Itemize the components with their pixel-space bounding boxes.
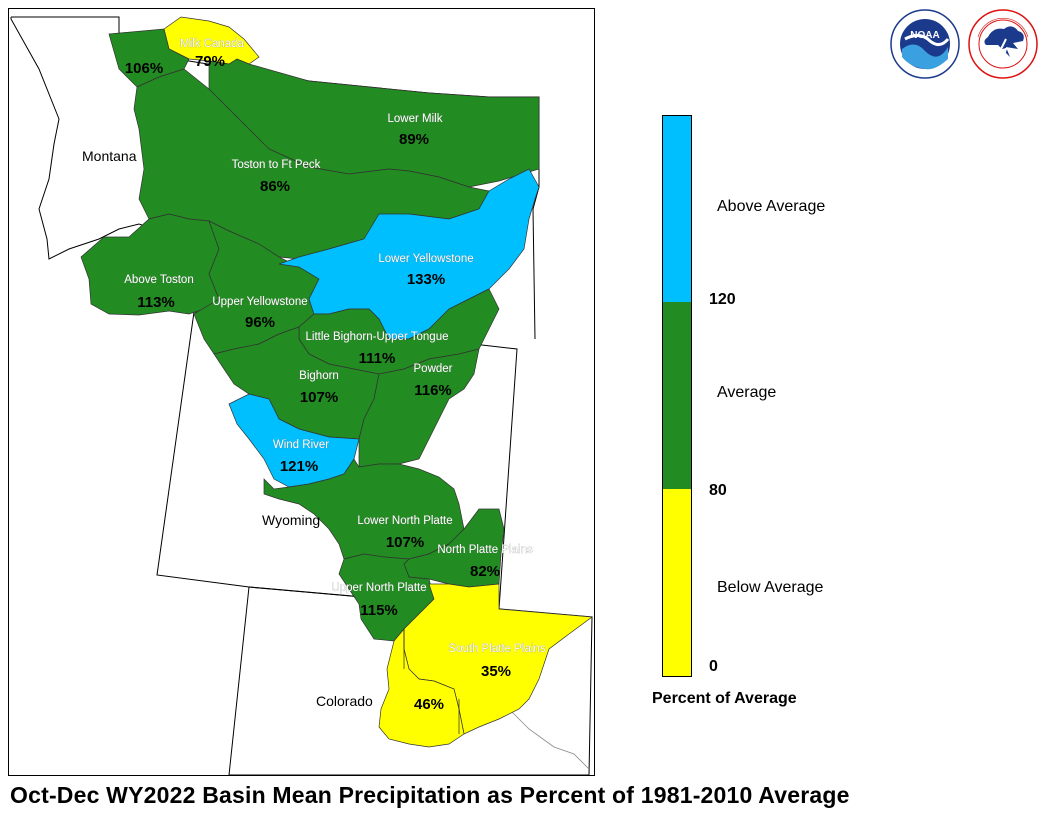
- basin-lower-north-platte[interactable]: [263, 458, 465, 560]
- legend-label-above: Above Average: [717, 198, 826, 215]
- basin-name-lower-yellowstone: Lower Yellowstone: [378, 253, 473, 265]
- svg-text:NOAA: NOAA: [910, 30, 939, 41]
- basin-dividers: [403, 629, 460, 734]
- basin-name-lower-north-platte: Lower North Platte: [357, 515, 452, 527]
- legend-tick-120: 120: [709, 291, 736, 308]
- legend-label-below: Below Average: [717, 579, 824, 596]
- legend-title: Percent of Average: [652, 690, 797, 707]
- legend-color-bar: [662, 115, 692, 677]
- basin-name-wind-river: Wind River: [273, 439, 329, 451]
- basin-value-south-platte-plains: 35%: [481, 663, 511, 680]
- basin-name-above-toston: Above Toston: [124, 274, 193, 286]
- basin-powder[interactable]: [358, 348, 480, 468]
- legend-swatch-average: [663, 302, 691, 489]
- legend-swatch-above: [663, 116, 691, 302]
- legend-label-average: Average: [717, 384, 777, 401]
- basin-value-basin-46: 46%: [414, 696, 444, 713]
- basin-value-north-platte-plains: 82%: [470, 563, 500, 580]
- basin-labels: Milk Canada 79% 106% Lower Milk 89% Toston to…: [124, 38, 546, 713]
- nws-logo: [968, 9, 1038, 79]
- basin-name-north-platte-plains: North Platte Plains: [437, 544, 532, 556]
- map-title: Oct-Dec WY2022 Basin Mean Precipitation …: [10, 782, 850, 808]
- basin-name-milk-canada: Milk Canada: [180, 38, 245, 50]
- basin-value-bighorn: 107%: [300, 389, 338, 406]
- noaa-logo: NOAA: [890, 9, 960, 79]
- basin-value-little-bighorn-upper-tongue: 111%: [359, 350, 396, 367]
- basin-value-milk-canada: 79%: [195, 53, 225, 70]
- basin-name-south-platte-plains: South Platte Plains: [448, 643, 545, 655]
- nws-logo-graphic: [968, 9, 1038, 79]
- basin-above-toston[interactable]: [80, 213, 220, 316]
- basin-value-lower-milk: 89%: [399, 131, 429, 148]
- basin-value-wind-river: 121%: [280, 458, 318, 475]
- basin-name-toston-to-ft-peck: Toston to Ft Peck: [232, 159, 321, 171]
- map-panel: Milk Canada 79% 106% Lower Milk 89% Toston to…: [8, 8, 595, 776]
- legend-tick-0: 0: [709, 658, 718, 675]
- basin-polygons: [80, 16, 593, 748]
- basin-value-lower-yellowstone: 133%: [407, 271, 445, 288]
- colorado-southeast-detail: [508, 708, 590, 770]
- basin-name-lower-milk: Lower Milk: [388, 113, 443, 125]
- basin-name-bighorn: Bighorn: [299, 370, 339, 382]
- basin-name-upper-north-platte: Upper North Platte: [331, 582, 426, 594]
- basin-value-powder: 116%: [414, 382, 452, 399]
- state-label-montana: Montana: [82, 148, 137, 164]
- state-label-wyoming: Wyoming: [262, 512, 320, 528]
- legend-swatch-below: [663, 489, 691, 676]
- basin-name-upper-yellowstone: Upper Yellowstone: [212, 296, 307, 308]
- basin-46[interactable]: [378, 628, 465, 748]
- noaa-logo-graphic: NOAA: [890, 9, 960, 79]
- basin-map: Milk Canada 79% 106% Lower Milk 89% Toston to…: [10, 16, 593, 775]
- basin-value-upper-north-platte: 115%: [360, 602, 398, 619]
- legend-tick-80: 80: [709, 482, 727, 499]
- basin-name-powder: Powder: [414, 363, 453, 375]
- basin-value-basin-106: 106%: [125, 60, 163, 77]
- basin-value-lower-north-platte: 107%: [386, 534, 424, 551]
- basin-value-upper-yellowstone: 96%: [245, 314, 275, 331]
- basin-value-toston-to-ft-peck: 86%: [260, 178, 290, 195]
- basin-value-above-toston: 113%: [137, 294, 175, 311]
- state-label-colorado: Colorado: [316, 693, 373, 709]
- basin-name-little-bighorn-upper-tongue: Little Bighorn-Upper Tongue: [306, 331, 449, 343]
